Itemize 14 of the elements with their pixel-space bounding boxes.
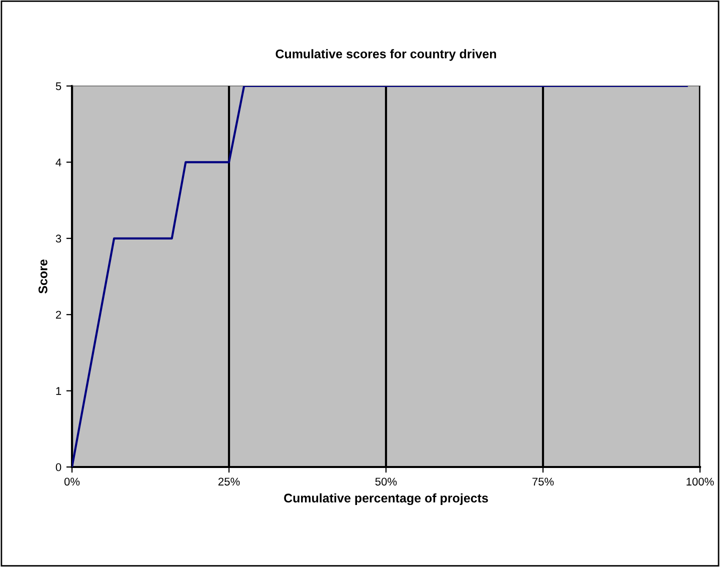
x-tick-label: 75%: [532, 478, 554, 486]
x-tick-label: 25%: [218, 478, 240, 486]
x-tick-label: 0%: [64, 478, 80, 486]
y-tick-label: 4: [56, 158, 62, 166]
x-tick-label: 100%: [686, 478, 714, 486]
x-tick-label: 50%: [375, 478, 397, 486]
y-tick-label: 2: [56, 310, 62, 319]
y-tick-label: 0: [56, 463, 62, 472]
x-axis-title: Cumulative percentage of projects: [284, 493, 488, 506]
y-tick-label: 3: [56, 234, 62, 243]
y-axis-title: Score: [38, 260, 48, 294]
y-tick-label: 5: [56, 82, 62, 90]
chart-title: Cumulative scores for country driven: [276, 49, 496, 61]
y-tick-label: 1: [56, 387, 62, 395]
